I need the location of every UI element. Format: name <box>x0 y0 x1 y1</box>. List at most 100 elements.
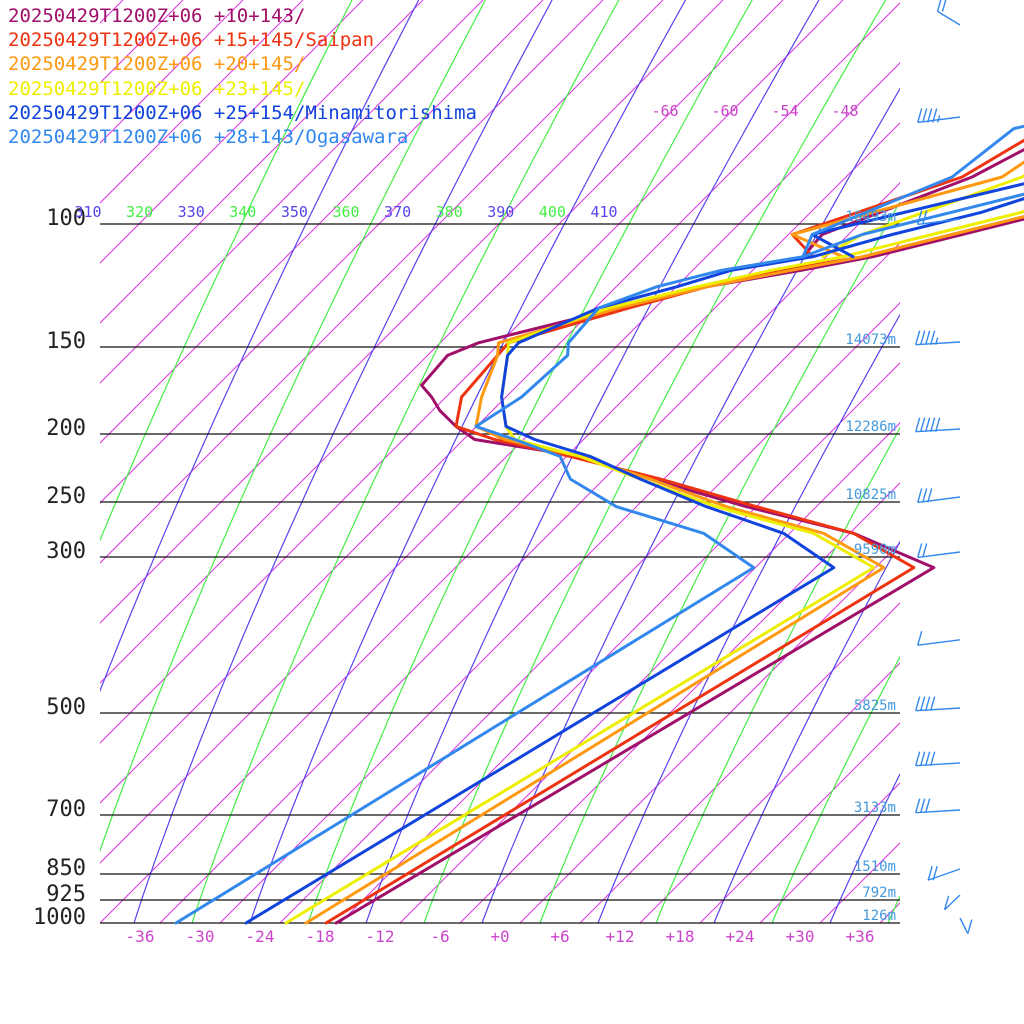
height-label: 126m <box>862 908 896 924</box>
pressure-label: 700 <box>46 797 86 822</box>
legend-entry: 20250429T1200Z+06 +23+145/ <box>8 77 306 100</box>
isotherm-line <box>579 602 900 923</box>
height-label: 792m <box>862 885 896 901</box>
adiabat-line <box>423 0 887 923</box>
height-label: 14073m <box>845 332 896 348</box>
isotherm-line <box>100 0 664 564</box>
profile-temperature <box>284 209 1024 925</box>
legend-entry: 20250429T1200Z+06 +28+143/Ogasawara <box>8 126 409 149</box>
x-tick-label: +24 <box>726 927 755 946</box>
profile-dewpoint <box>801 124 1024 259</box>
adiabat-line <box>249 0 687 923</box>
legend-entry: 20250429T1200Z+06 +15+145/Saipan <box>8 29 375 52</box>
pressure-label: 850 <box>46 856 86 881</box>
adiabat-line <box>829 772 900 923</box>
pressure-label: 300 <box>46 539 86 564</box>
x-tick-label: -30 <box>186 927 215 946</box>
isotherm-line <box>100 0 784 684</box>
wind-barb <box>917 488 961 504</box>
legend-entry: 20250429T1200Z+06 +20+145/ <box>8 53 306 76</box>
x-tick-label: -36 <box>126 927 155 946</box>
x-tick-label: +0 <box>490 927 509 946</box>
height-label: 10825m <box>845 487 896 503</box>
adiabat-line <box>597 313 900 923</box>
sounding-profiles <box>174 124 1024 925</box>
theta-label: 330 <box>178 203 205 221</box>
pressure-label: 250 <box>46 484 86 509</box>
height-label: 5825m <box>854 698 896 714</box>
wind-barb <box>915 751 961 767</box>
theta-label: 410 <box>590 203 617 221</box>
isotherm-line <box>759 782 900 923</box>
isotherm-line <box>519 542 900 923</box>
height-label: 12286m <box>845 419 896 435</box>
height-label: 1510m <box>854 859 896 875</box>
isotherm-line <box>699 722 900 923</box>
isotherm-line <box>100 0 604 504</box>
pressure-label: 500 <box>46 695 86 720</box>
wind-barb <box>917 210 961 226</box>
height-label: 16493m <box>845 209 896 225</box>
isotherm-line <box>940 0 1024 923</box>
wind-barb <box>915 798 961 814</box>
isotherm-line <box>100 62 900 864</box>
profile-dewpoint <box>801 147 1024 259</box>
wind-barb <box>915 696 961 712</box>
profile-temperature <box>244 197 1024 925</box>
wind-barb <box>927 865 961 881</box>
isotherm-line <box>100 0 544 444</box>
isotherm-lines <box>0 0 1024 923</box>
theta-label: 400 <box>539 203 566 221</box>
profile-dewpoint <box>821 174 1024 259</box>
theta-label: 310 <box>74 203 101 221</box>
theta-label: 380 <box>436 203 463 221</box>
x-tick-label: +12 <box>606 927 635 946</box>
theta-label: 360 <box>332 203 359 221</box>
pressure-label: 1000 <box>33 905 86 930</box>
wind-barb <box>915 330 961 346</box>
x-tick-label: -6 <box>430 927 449 946</box>
adiabat-line <box>539 200 900 923</box>
isotherm-line <box>100 0 724 624</box>
height-label: 3133m <box>854 800 896 816</box>
pressure-label: 925 <box>46 882 86 907</box>
x-tick-label: +18 <box>666 927 695 946</box>
isotherm-line <box>100 0 844 744</box>
x-tick-label: -12 <box>366 927 395 946</box>
isotherm-line <box>819 842 900 923</box>
isotherm-line <box>100 2 900 804</box>
isotherm-line <box>399 422 900 923</box>
theta-label: 390 <box>487 203 514 221</box>
isotherm-line <box>100 0 304 204</box>
adiabat-line <box>133 0 553 923</box>
profile-dewpoint <box>810 182 1024 259</box>
x-tick-label: +30 <box>786 927 815 946</box>
wind-barb <box>917 631 961 646</box>
adiabat-line <box>481 87 900 923</box>
wind-barb <box>917 543 961 559</box>
wind-barbs <box>915 0 973 934</box>
isotherm-line <box>459 482 900 923</box>
isotherm-line <box>100 0 484 384</box>
pressure-label: 200 <box>46 416 86 441</box>
isotherm-line <box>0 0 3 923</box>
theta-label: 320 <box>126 203 153 221</box>
adiabat-line <box>713 540 900 923</box>
isotherm-line <box>219 242 900 923</box>
upper-temp-label: -48 <box>831 102 858 120</box>
adiabat-line <box>100 0 486 853</box>
isotherm-line <box>279 302 900 923</box>
isobar-lines <box>100 223 900 924</box>
adiabat-line <box>100 0 420 693</box>
wind-barb <box>915 417 961 433</box>
profile-dewpoint <box>790 138 1024 259</box>
theta-label: 350 <box>281 203 308 221</box>
dry-adiabat-lines <box>100 0 900 923</box>
isotherm-line <box>100 0 364 264</box>
pressure-label: 150 <box>46 329 86 354</box>
isotherm-line <box>639 662 900 923</box>
isotherm-line <box>159 182 900 923</box>
adiabat-line <box>191 0 620 923</box>
